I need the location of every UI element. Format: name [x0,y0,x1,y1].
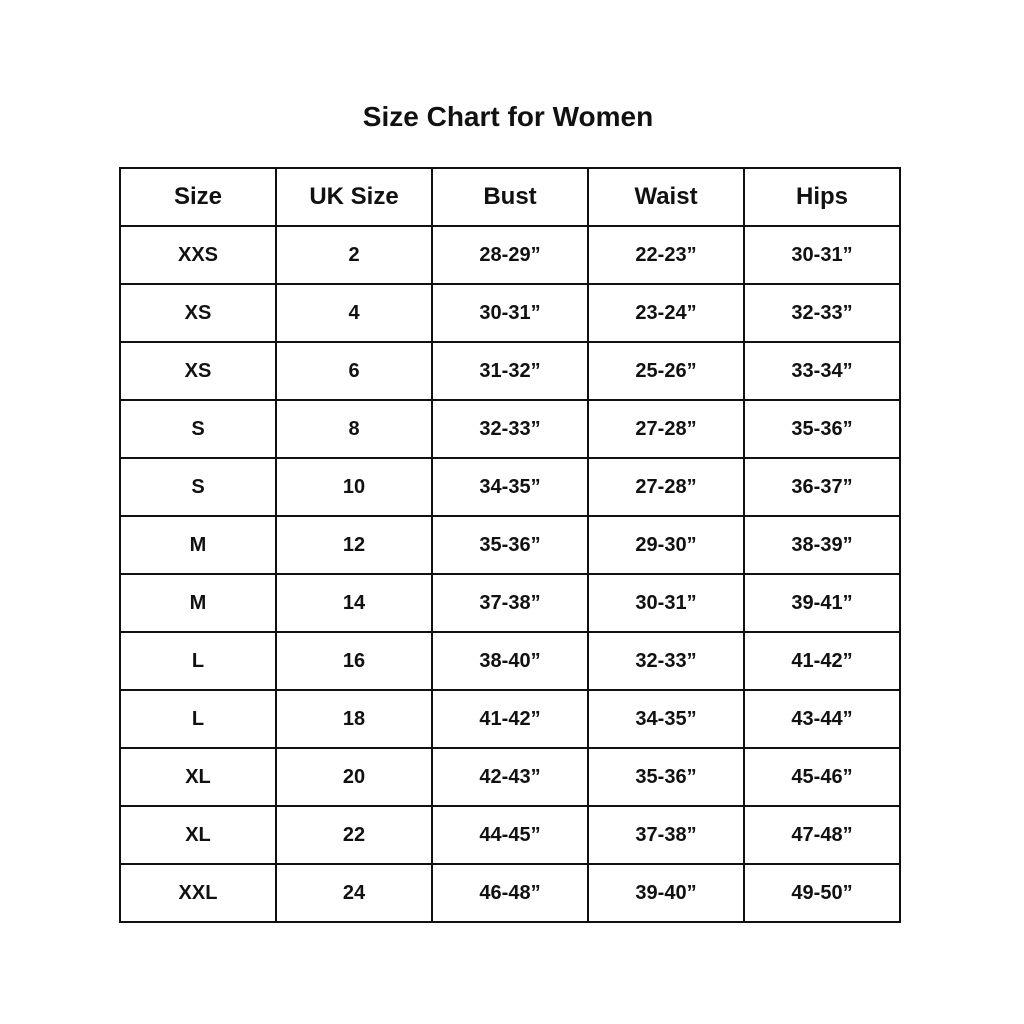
cell-bust: 46-48” [431,863,589,923]
cell-bust: 37-38” [431,573,589,633]
cell-bust: 35-36” [431,515,589,575]
cell-hips: 39-41” [743,573,901,633]
cell-uk-size: 8 [275,399,433,459]
cell-hips: 35-36” [743,399,901,459]
size-chart-table: Size UK Size Bust Waist Hips XXS 2 28-29” 22-23… [119,167,901,923]
cell-size: XS [119,341,277,401]
cell-waist: 22-23” [587,225,745,285]
cell-hips: 47-48” [743,805,901,865]
cell-size: XXL [119,863,277,923]
cell-size: M [119,515,277,575]
cell-waist: 27-28” [587,457,745,517]
cell-uk-size: 2 [275,225,433,285]
cell-bust: 31-32” [431,341,589,401]
cell-bust: 41-42” [431,689,589,749]
cell-uk-size: 18 [275,689,433,749]
cell-waist: 37-38” [587,805,745,865]
table-row: M 14 37-38” 30-31” 39-41” [119,573,901,633]
column-header-bust: Bust [431,167,589,227]
table-row: XL 22 44-45” 37-38” 47-48” [119,805,901,865]
cell-size: XXS [119,225,277,285]
column-header-waist: Waist [587,167,745,227]
table-row: L 16 38-40” 32-33” 41-42” [119,631,901,691]
table-row: L 18 41-42” 34-35” 43-44” [119,689,901,749]
cell-waist: 32-33” [587,631,745,691]
cell-size: L [119,689,277,749]
cell-hips: 32-33” [743,283,901,343]
table-row: XXS 2 28-29” 22-23” 30-31” [119,225,901,285]
cell-uk-size: 22 [275,805,433,865]
cell-waist: 25-26” [587,341,745,401]
cell-bust: 34-35” [431,457,589,517]
cell-bust: 38-40” [431,631,589,691]
cell-size: XL [119,747,277,807]
column-header-uk-size: UK Size [275,167,433,227]
cell-size: S [119,399,277,459]
cell-uk-size: 12 [275,515,433,575]
table-row: XL 20 42-43” 35-36” 45-46” [119,747,901,807]
table-row: XS 4 30-31” 23-24” 32-33” [119,283,901,343]
cell-bust: 32-33” [431,399,589,459]
column-header-size: Size [119,167,277,227]
cell-waist: 34-35” [587,689,745,749]
column-header-hips: Hips [743,167,901,227]
cell-bust: 30-31” [431,283,589,343]
cell-uk-size: 20 [275,747,433,807]
cell-waist: 39-40” [587,863,745,923]
cell-waist: 23-24” [587,283,745,343]
cell-waist: 30-31” [587,573,745,633]
cell-bust: 28-29” [431,225,589,285]
cell-size: S [119,457,277,517]
cell-hips: 33-34” [743,341,901,401]
cell-hips: 30-31” [743,225,901,285]
cell-size: M [119,573,277,633]
table-row: XXL 24 46-48” 39-40” 49-50” [119,863,901,923]
cell-hips: 38-39” [743,515,901,575]
cell-size: XL [119,805,277,865]
table-header-row: Size UK Size Bust Waist Hips [119,167,901,227]
cell-waist: 27-28” [587,399,745,459]
table-row: S 10 34-35” 27-28” 36-37” [119,457,901,517]
cell-bust: 44-45” [431,805,589,865]
cell-waist: 29-30” [587,515,745,575]
cell-size: L [119,631,277,691]
cell-size: XS [119,283,277,343]
cell-uk-size: 16 [275,631,433,691]
table-row: XS 6 31-32” 25-26” 33-34” [119,341,901,401]
cell-hips: 36-37” [743,457,901,517]
cell-uk-size: 6 [275,341,433,401]
cell-waist: 35-36” [587,747,745,807]
cell-bust: 42-43” [431,747,589,807]
table-row: M 12 35-36” 29-30” 38-39” [119,515,901,575]
cell-uk-size: 24 [275,863,433,923]
cell-hips: 41-42” [743,631,901,691]
table-row: S 8 32-33” 27-28” 35-36” [119,399,901,459]
page-title: Size Chart for Women [362,101,654,132]
cell-hips: 45-46” [743,747,901,807]
cell-uk-size: 4 [275,283,433,343]
cell-hips: 43-44” [743,689,901,749]
cell-uk-size: 14 [275,573,433,633]
cell-hips: 49-50” [743,863,901,923]
table-body: XXS 2 28-29” 22-23” 30-31” XS 4 30-31” 23-24” 32-… [119,225,901,923]
cell-uk-size: 10 [275,457,433,517]
